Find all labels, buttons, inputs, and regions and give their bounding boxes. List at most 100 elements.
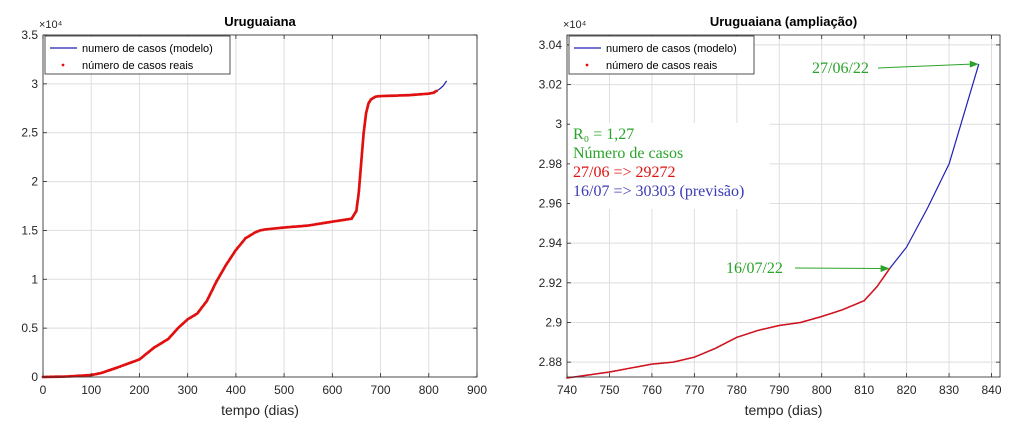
- annotation-label: 16/07/22: [726, 260, 783, 277]
- data-point: [797, 321, 800, 324]
- data-point: [662, 362, 665, 364]
- data-point: [817, 316, 820, 319]
- data-point: [435, 89, 438, 93]
- data-point: [876, 285, 878, 288]
- x-tick-label: 770: [684, 383, 704, 397]
- data-point: [769, 326, 772, 329]
- data-point: [696, 355, 699, 357]
- annotation-label: 27/06/22: [812, 60, 869, 77]
- axes-box: [566, 34, 1001, 378]
- data-point: [633, 366, 636, 369]
- plot-area: [43, 35, 477, 377]
- data-point: [659, 362, 661, 365]
- data-point: [718, 345, 721, 347]
- data-point: [580, 375, 583, 377]
- data-point: [791, 322, 794, 325]
- data-point: [602, 372, 604, 374]
- data-point: [619, 369, 622, 371]
- data-point: [836, 310, 838, 313]
- data-point: [593, 373, 596, 375]
- series-dots-reais: [41, 89, 438, 379]
- data-point: [701, 353, 703, 355]
- data-point: [805, 319, 808, 322]
- data-point: [693, 356, 696, 359]
- data-point: [743, 334, 746, 336]
- data-point: [852, 304, 855, 306]
- data-point: [621, 368, 623, 371]
- data-point: [783, 323, 786, 326]
- data-point: [622, 368, 625, 371]
- data-point: [676, 360, 679, 362]
- data-point: [625, 367, 628, 370]
- data-point: [863, 299, 866, 302]
- data-point: [887, 269, 890, 271]
- data-point: [793, 322, 795, 325]
- data-point: [672, 361, 674, 363]
- data-point: [598, 372, 601, 375]
- legend: numero de casos (modelo) número de casos …: [44, 35, 231, 75]
- data-point: [781, 324, 784, 326]
- data-point: [685, 358, 688, 360]
- data-point: [840, 309, 843, 311]
- data-point: [842, 308, 844, 311]
- data-point: [873, 288, 876, 290]
- data-point: [590, 373, 593, 376]
- data-point: [597, 372, 599, 375]
- info-line: Número de casos: [573, 145, 683, 162]
- y-tick-label: 2.94: [539, 236, 563, 250]
- data-point: [665, 361, 668, 364]
- data-point: [807, 319, 809, 322]
- x-tick-label: 900: [467, 383, 487, 397]
- data-point: [813, 317, 815, 320]
- data-point: [566, 377, 568, 379]
- data-point: [595, 373, 598, 375]
- data-point: [831, 312, 834, 314]
- data-point: [761, 328, 764, 331]
- data-point: [636, 365, 639, 368]
- data-point: [767, 327, 770, 329]
- data-point: [734, 337, 737, 339]
- data-point: [745, 333, 747, 336]
- y-tick-label: 3: [555, 117, 562, 131]
- data-point: [635, 366, 638, 368]
- data-point: [796, 322, 799, 324]
- data-point: [886, 271, 888, 274]
- data-point: [780, 324, 782, 327]
- y-tick-label: 3.5: [21, 28, 38, 42]
- data-point: [707, 350, 709, 353]
- data-point: [713, 348, 715, 350]
- data-point: [717, 345, 720, 348]
- data-point: [687, 357, 690, 360]
- data-point: [829, 312, 832, 315]
- data-point: [823, 314, 826, 317]
- data-point: [660, 362, 663, 365]
- data-point: [885, 272, 887, 275]
- data-point: [624, 368, 627, 370]
- data-point: [605, 371, 608, 374]
- data-point: [816, 316, 819, 319]
- data-point: [751, 331, 753, 334]
- data-point: [825, 314, 828, 316]
- data-point: [874, 287, 877, 289]
- legend-swatch-dot: [585, 63, 589, 67]
- x-tick-label: 780: [727, 383, 747, 397]
- annotation-arrow: [794, 267, 882, 270]
- data-point: [886, 270, 889, 273]
- data-point: [724, 342, 727, 345]
- x-tick-label: 830: [939, 383, 959, 397]
- data-point: [589, 373, 591, 376]
- data-point: [638, 365, 641, 368]
- x-tick-label: 300: [178, 383, 198, 397]
- data-point: [760, 328, 762, 331]
- data-point: [814, 317, 817, 320]
- chart-1: 0 100 200 300 400 500 600 700 800 900 0 0.5 1 1.5 2 2.5…: [21, 14, 487, 418]
- x-tick-label: 700: [371, 383, 391, 397]
- data-point: [654, 362, 657, 365]
- data-point: [733, 337, 735, 340]
- data-point: [754, 330, 756, 333]
- y-tick-label: 2.96: [539, 197, 563, 211]
- data-point: [600, 372, 603, 375]
- y-tick-label: 3: [31, 77, 38, 91]
- data-point: [681, 359, 684, 361]
- x-tick-label: 800: [812, 383, 832, 397]
